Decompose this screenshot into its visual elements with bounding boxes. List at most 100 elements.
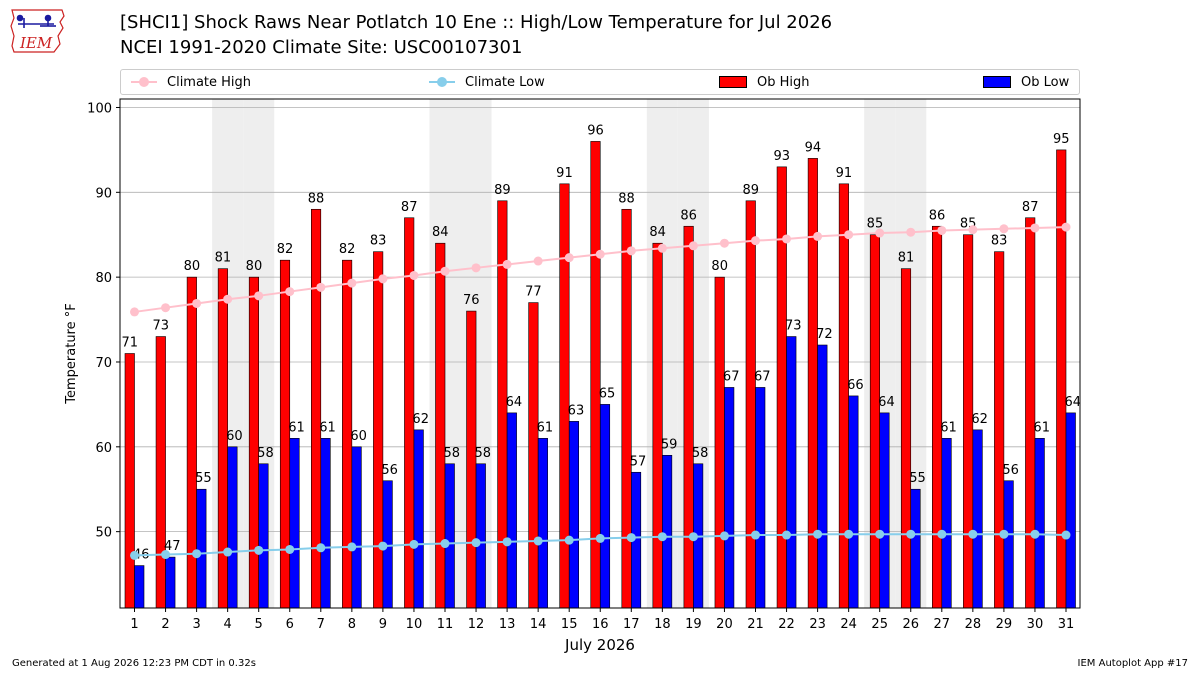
ob-low-bar: [941, 438, 952, 609]
x-tick-label: 30: [1027, 617, 1044, 632]
climate-high-point: [564, 253, 574, 263]
ob-low-label: 59: [661, 437, 678, 452]
y-tick-label: 60: [95, 441, 112, 456]
ob-high-bar: [994, 251, 1005, 609]
climate-low-point: [130, 550, 139, 560]
ob-low-bar: [568, 421, 580, 609]
climate-high-point: [285, 287, 295, 297]
ob-high-bar: [683, 225, 694, 609]
ob-high-bar: [373, 251, 384, 609]
climate-high-point: [347, 278, 357, 288]
ob-low-label: 64: [1064, 395, 1081, 410]
climate-low-point: [1030, 529, 1040, 539]
climate-high-point: [875, 228, 885, 238]
x-tick-label: 24: [840, 617, 857, 632]
ob-high-bar: [838, 183, 849, 609]
ob-high-bar: [807, 158, 818, 609]
x-tick-label: 11: [437, 617, 454, 632]
ob-high-label: 89: [742, 183, 759, 198]
ob-high-label: 96: [587, 123, 604, 138]
ob-low-label: 61: [1033, 420, 1050, 435]
ob-low-label: 61: [940, 420, 957, 435]
climate-low-point: [875, 529, 885, 539]
climate-high-point: [440, 266, 450, 276]
climate-high-point: [378, 274, 388, 284]
climate-high-point: [471, 263, 481, 273]
climate-high-point: [844, 230, 854, 240]
x-tick-label: 20: [716, 617, 733, 632]
climate-low-point: [688, 532, 698, 542]
ob-high-label: 73: [153, 319, 170, 334]
ob-low-label: 72: [816, 327, 833, 342]
ob-high-bar: [776, 166, 787, 609]
climate-low-point: [782, 530, 792, 540]
x-tick-label: 2: [161, 617, 169, 632]
ob-low-label: 64: [878, 395, 895, 410]
x-tick-label: 29: [996, 617, 1013, 632]
climate-low-point: [161, 550, 171, 560]
ob-high-label: 80: [184, 259, 201, 274]
x-tick-label: 26: [902, 617, 919, 632]
ob-high-label: 87: [1022, 200, 1039, 215]
climate-high-point: [906, 227, 916, 237]
ob-high-label: 91: [836, 166, 853, 181]
ob-low-label: 47: [164, 539, 181, 554]
climate-high-point: [409, 270, 419, 280]
y-tick-label: 70: [95, 356, 112, 371]
climate-high-point: [192, 298, 202, 308]
climate-low-point: [409, 539, 419, 549]
x-tick-label: 1: [130, 617, 138, 632]
ob-low-bar: [506, 412, 517, 609]
ob-low-label: 56: [381, 463, 398, 478]
ob-high-label: 87: [401, 200, 418, 215]
legend: Climate High Climate Low Ob High Ob Low: [120, 69, 1080, 95]
climate-low-point: [192, 549, 202, 559]
climate-low-point: [626, 533, 636, 543]
x-tick-label: 17: [623, 617, 640, 632]
ob-high-label: 95: [1053, 132, 1070, 147]
ob-low-bar: [196, 488, 207, 609]
chart-subtitle: NCEI 1991-2020 Climate Site: USC00107301: [120, 37, 523, 58]
climate-high-point: [161, 303, 171, 313]
ob-low-bar: [289, 438, 300, 609]
x-tick-label: 6: [286, 617, 294, 632]
climate-low-point: [999, 529, 1009, 539]
ob-high-label: 82: [277, 242, 294, 257]
y-tick-label: 50: [95, 526, 112, 541]
climate-low-point: [813, 529, 823, 539]
climate-low-point: [347, 542, 357, 552]
logo-text: IEM: [19, 34, 53, 52]
climate-low-point: [657, 532, 667, 542]
climate-low-point: [378, 541, 388, 551]
ob-low-bar: [848, 395, 859, 609]
iem-logo: IEM: [10, 9, 65, 53]
ob-high-bar: [248, 276, 259, 609]
ob-high-bar: [714, 276, 725, 609]
ob-high-bar: [124, 353, 135, 609]
x-tick-label: 25: [871, 617, 888, 632]
ob-high-bar: [745, 200, 756, 609]
ob-low-bar: [817, 344, 828, 609]
ob-low-label: 60: [350, 429, 367, 444]
ob-low-label: 67: [754, 369, 771, 384]
ob-low-bar: [879, 412, 890, 609]
climate-high-swatch: [131, 77, 157, 87]
climate-high-point: [657, 243, 667, 253]
climate-low-point: [223, 547, 233, 557]
climate-high-point: [626, 246, 636, 256]
climate-high-point: [1030, 223, 1040, 233]
ob-high-bar: [652, 242, 663, 609]
ob-low-bar: [786, 336, 797, 609]
ob-low-bar: [1003, 480, 1014, 609]
ob-high-label: 81: [215, 251, 232, 266]
weather-station-icon: [16, 14, 56, 28]
ob-high-bar: [528, 302, 539, 609]
footer-generated: Generated at 1 Aug 2026 12:23 PM CDT in …: [12, 658, 256, 669]
ob-low-label: 55: [909, 471, 926, 486]
ob-high-label: 94: [805, 140, 822, 155]
x-tick-label: 10: [406, 617, 423, 632]
climate-low-point: [316, 543, 326, 553]
ob-low-label: 65: [599, 386, 616, 401]
ob-high-swatch: [719, 76, 747, 88]
climate-high-point: [999, 224, 1009, 234]
